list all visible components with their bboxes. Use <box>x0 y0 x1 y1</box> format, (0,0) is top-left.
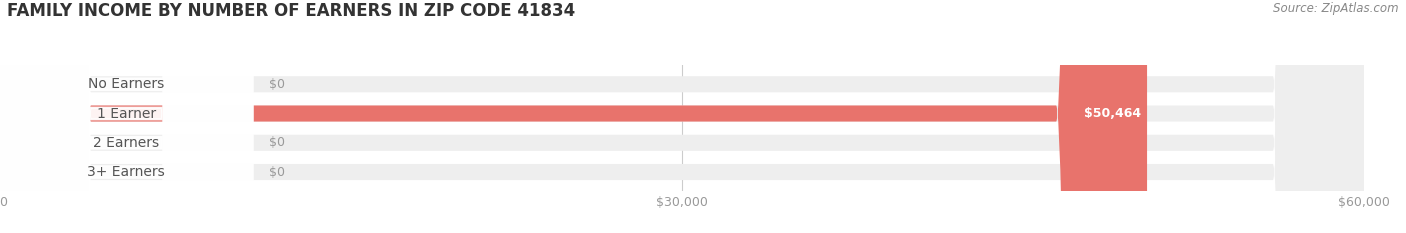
FancyBboxPatch shape <box>0 0 252 233</box>
FancyBboxPatch shape <box>0 0 252 233</box>
FancyBboxPatch shape <box>0 0 1364 233</box>
FancyBboxPatch shape <box>0 0 1364 233</box>
Text: 2 Earners: 2 Earners <box>93 136 159 150</box>
FancyBboxPatch shape <box>0 0 252 233</box>
Text: 1 Earner: 1 Earner <box>97 106 156 120</box>
FancyBboxPatch shape <box>0 0 1364 233</box>
Text: No Earners: No Earners <box>89 77 165 91</box>
Text: 3+ Earners: 3+ Earners <box>87 165 165 179</box>
Text: $0: $0 <box>269 136 284 149</box>
FancyBboxPatch shape <box>0 0 1364 233</box>
FancyBboxPatch shape <box>0 0 1147 233</box>
Text: $50,464: $50,464 <box>1084 107 1142 120</box>
Text: $0: $0 <box>269 165 284 178</box>
Text: $0: $0 <box>269 78 284 91</box>
Text: FAMILY INCOME BY NUMBER OF EARNERS IN ZIP CODE 41834: FAMILY INCOME BY NUMBER OF EARNERS IN ZI… <box>7 2 575 20</box>
Text: Source: ZipAtlas.com: Source: ZipAtlas.com <box>1274 2 1399 15</box>
FancyBboxPatch shape <box>0 0 252 233</box>
